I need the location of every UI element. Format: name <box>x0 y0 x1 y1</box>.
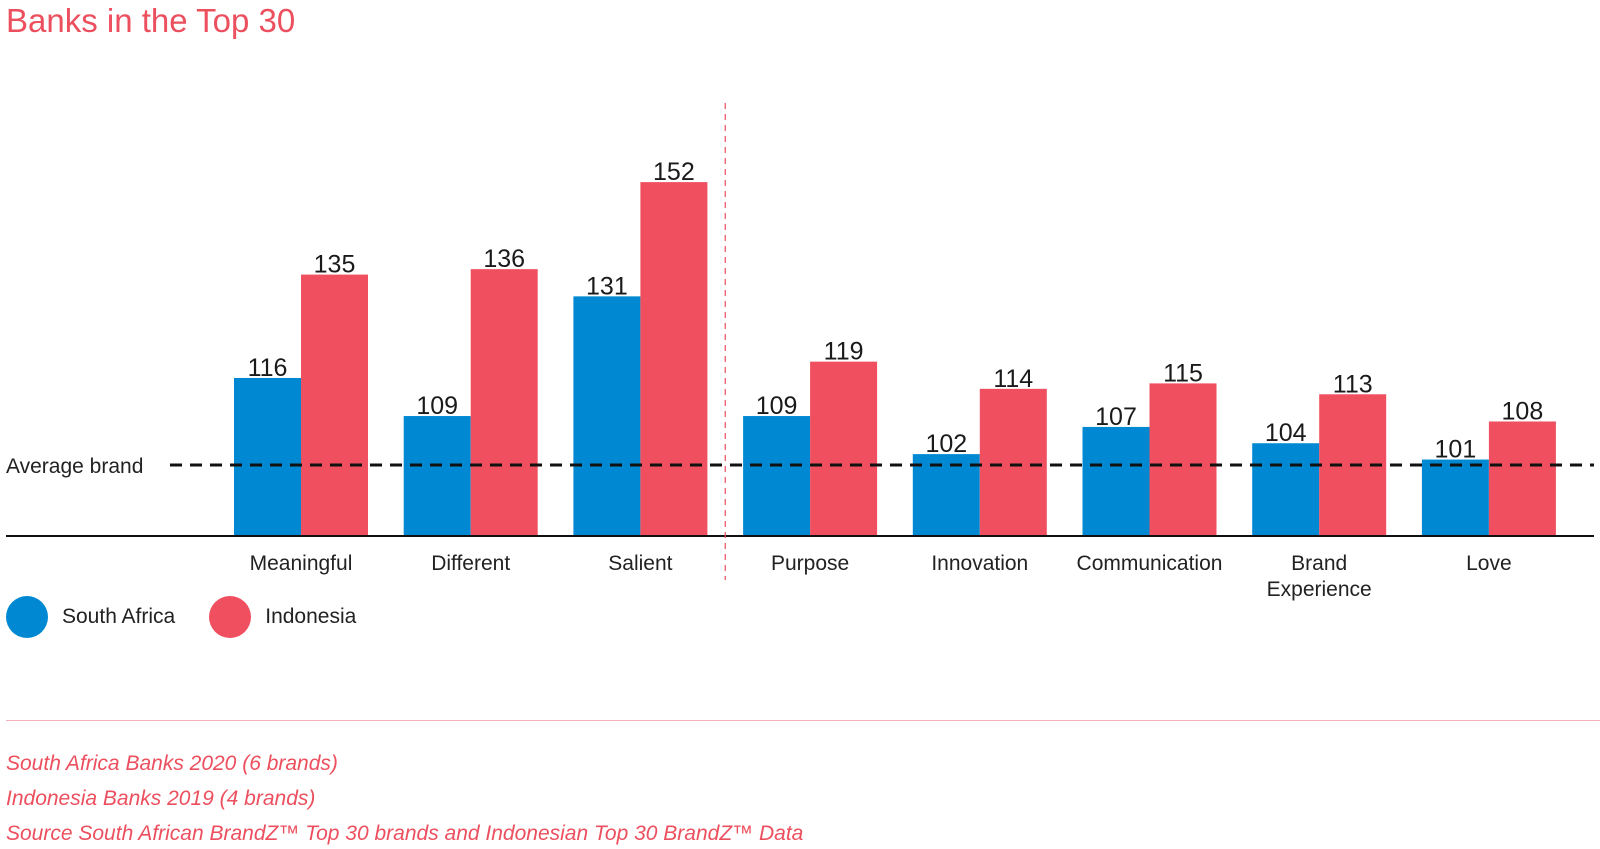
bar-south-africa <box>1082 426 1150 536</box>
chart-title: Banks in the Top 30 <box>6 2 296 39</box>
x-tick-label: Meaningful <box>250 552 353 575</box>
bar-indonesia <box>1488 421 1556 536</box>
x-tick-label: Love <box>1466 552 1512 575</box>
bar-south-africa <box>1421 459 1489 536</box>
x-tick-label: Different <box>431 552 510 575</box>
bar-indonesia <box>301 274 368 536</box>
data-label-south-africa: 102 <box>925 430 967 458</box>
bar-indonesia <box>810 361 878 536</box>
data-label-indonesia: 113 <box>1333 370 1373 398</box>
legend-label-indonesia: Indonesia <box>265 605 357 628</box>
data-label-south-africa: 109 <box>756 392 798 420</box>
legend-item-indonesia: Indonesia <box>209 596 356 638</box>
bar-indonesia <box>1149 383 1217 536</box>
legend-label-south-africa: South Africa <box>62 605 176 628</box>
x-tick-label: Communication <box>1077 552 1223 575</box>
data-label-indonesia: 136 <box>483 245 525 273</box>
data-label-south-africa: 104 <box>1265 419 1307 447</box>
bar-south-africa <box>234 377 301 536</box>
data-label-indonesia: 115 <box>1163 359 1203 387</box>
data-label-indonesia: 114 <box>993 365 1033 393</box>
average-reference-label: Average brand <box>6 455 143 478</box>
bar-south-africa <box>743 416 811 536</box>
data-label-indonesia: 119 <box>824 338 864 366</box>
data-label-indonesia: 108 <box>1502 397 1544 425</box>
data-label-south-africa: 109 <box>416 392 458 420</box>
bar-south-africa <box>403 416 471 536</box>
bar-south-africa <box>1252 443 1320 536</box>
footnote-south-africa: South Africa Banks 2020 (6 brands) <box>6 752 338 775</box>
data-label-south-africa: 107 <box>1095 403 1137 431</box>
bar-indonesia <box>470 269 538 536</box>
legend-swatch-indonesia <box>209 596 252 638</box>
bar-indonesia <box>640 182 708 536</box>
footnote-source: Source South African BrandZ™ Top 30 bran… <box>6 822 804 845</box>
x-tick-label: Innovation <box>931 552 1028 575</box>
x-tick-label: Experience <box>1267 578 1372 601</box>
x-tick-label: Brand <box>1291 552 1347 575</box>
bar-indonesia <box>979 388 1047 536</box>
bar-chart: 116 135 Meaningful 109 136 Different 131 152 Sal… <box>6 103 1594 601</box>
data-label-south-africa: 101 <box>1435 436 1477 464</box>
x-tick-label: Purpose <box>771 552 849 575</box>
bar-south-africa <box>573 296 641 536</box>
legend-item-south-africa: South Africa <box>6 596 175 638</box>
legend-swatch-south-africa <box>6 596 48 638</box>
data-label-south-africa: 131 <box>586 272 628 300</box>
footer-divider <box>6 720 1600 721</box>
chart-legend: South Africa Indonesia <box>6 596 390 638</box>
data-label-south-africa: 116 <box>248 354 288 382</box>
x-tick-label: Salient <box>608 552 672 575</box>
data-label-indonesia: 135 <box>314 251 356 279</box>
bar-south-africa <box>912 454 980 536</box>
data-label-indonesia: 152 <box>653 158 695 186</box>
footnote-indonesia: Indonesia Banks 2019 (4 brands) <box>6 787 316 810</box>
